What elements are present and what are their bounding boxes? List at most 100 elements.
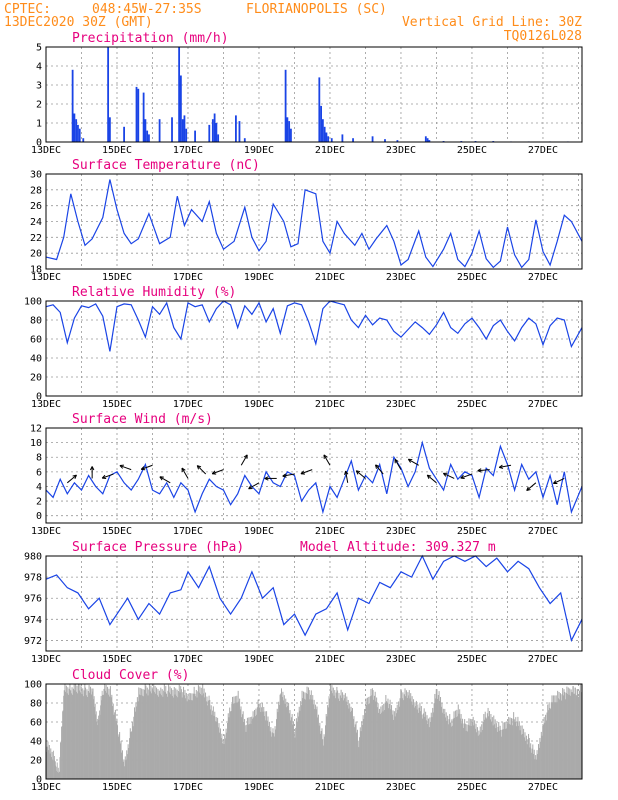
cloud-bar	[542, 725, 544, 779]
cloud-bar	[552, 695, 554, 779]
cloud-bar	[335, 692, 337, 779]
temp-title: Surface Temperature (nC)	[72, 158, 260, 173]
pressure-xtick-label: 17DEC	[173, 654, 203, 665]
cloud-bar	[285, 698, 287, 779]
cloud-bar	[286, 702, 288, 779]
cloud-bar	[517, 716, 519, 779]
precip-bar	[208, 124, 211, 142]
cloud-bar	[518, 725, 520, 779]
cloud-bar	[220, 737, 222, 779]
wind-arrow	[355, 470, 366, 479]
cloud-bar	[453, 711, 455, 779]
cloud-bar	[354, 724, 356, 779]
cloud-bar	[238, 701, 240, 779]
cloud-bar	[393, 719, 395, 779]
cloud-bar	[107, 694, 109, 779]
cloud-bar	[63, 690, 65, 779]
cloud-bar	[382, 711, 384, 779]
cloud-bar	[371, 688, 373, 779]
cloud-bar	[395, 713, 398, 779]
wind-arrow	[460, 473, 473, 479]
cloud-bar	[407, 692, 409, 779]
wind-arrow	[196, 465, 207, 475]
cloud-bar	[537, 744, 539, 779]
panel-precip: 0 1 2 3 4 5 Precipitation (mm/h) 13DEC 15DEC 17DE…	[31, 31, 583, 156]
precip-xtick-label: 27DEC	[528, 145, 558, 156]
cloud-bar	[185, 692, 187, 779]
precip-bar	[371, 136, 374, 142]
wind-xtick-label: 21DEC	[315, 526, 345, 537]
cloud-bar	[540, 731, 542, 779]
cloud-bar	[520, 725, 522, 779]
cloud-bar	[80, 692, 82, 779]
cloud-bar	[104, 690, 106, 779]
cloud-bar	[200, 687, 202, 779]
wind-arrow	[323, 454, 331, 466]
cloud-bar	[270, 727, 272, 779]
cloud-bar	[48, 750, 50, 779]
cloud-bar	[521, 725, 523, 779]
cloud-bar	[565, 692, 567, 779]
cloud-bar	[428, 727, 430, 779]
precip-xtick-label: 13DEC	[31, 145, 61, 156]
cloud-bar	[370, 688, 372, 779]
cloud-bar	[515, 726, 517, 779]
cloud-bar	[248, 717, 250, 779]
cloud-bar	[486, 718, 488, 779]
precip-bar	[286, 117, 289, 142]
cloud-bar	[393, 711, 395, 779]
cloud-bar	[472, 716, 474, 779]
cloud-bar	[529, 747, 531, 779]
cloud-bar	[106, 692, 108, 779]
cloud-bar	[491, 722, 493, 779]
cloud-bar	[332, 687, 334, 779]
precip-bar	[288, 121, 291, 142]
cloud-bar	[235, 702, 237, 779]
cloud-bar	[210, 705, 212, 779]
cloud-bar	[295, 718, 297, 779]
cloud-bar	[430, 721, 432, 779]
cloud-bar	[429, 717, 431, 779]
cloud-bar	[264, 711, 266, 779]
cloud-bar	[277, 712, 279, 779]
header-source: CPTEC:	[4, 2, 51, 17]
cloud-bar	[195, 696, 197, 779]
cloud-bar	[274, 726, 276, 779]
cloud-bar	[351, 708, 353, 779]
cloud-bar	[471, 719, 473, 779]
cloud-bar	[165, 693, 167, 779]
cloud-bar	[476, 732, 478, 779]
cloud-bar	[240, 706, 242, 779]
wind-arrow	[240, 454, 248, 466]
temp-ytick-label: 30	[30, 170, 42, 181]
cloud-bar	[484, 711, 486, 779]
cloud-bar	[342, 700, 344, 779]
temp-series-line	[45, 179, 583, 269]
cloud-bar	[139, 694, 141, 779]
cloud-bar	[513, 719, 515, 779]
cloud-bar	[118, 734, 120, 779]
cloud-bar	[135, 702, 137, 779]
precip-bar	[142, 92, 145, 142]
cloud-bar	[421, 714, 423, 779]
cloud-bar	[383, 703, 385, 779]
cloud-bar	[497, 726, 499, 779]
cloud-bar	[487, 707, 489, 779]
cloud-bar	[259, 702, 261, 779]
cloud-bar	[109, 696, 111, 779]
cloud-bar	[54, 765, 56, 779]
cloud-xtick-label: 27DEC	[528, 782, 558, 793]
cloud-bar	[555, 702, 557, 779]
cloud-bar	[547, 710, 549, 779]
cloud-bar	[490, 714, 492, 779]
cloud-bar	[197, 685, 199, 779]
wind-arrow-head	[72, 474, 77, 479]
cloud-bar	[129, 728, 131, 779]
temp-ytick-label: 26	[30, 201, 42, 212]
cloud-bar	[349, 703, 351, 779]
temp-xtick-label: 21DEC	[315, 272, 345, 283]
cloud-bar	[236, 702, 238, 779]
cloud-bar	[397, 709, 399, 779]
precip-bar	[396, 140, 399, 142]
cloud-bar	[431, 717, 433, 779]
